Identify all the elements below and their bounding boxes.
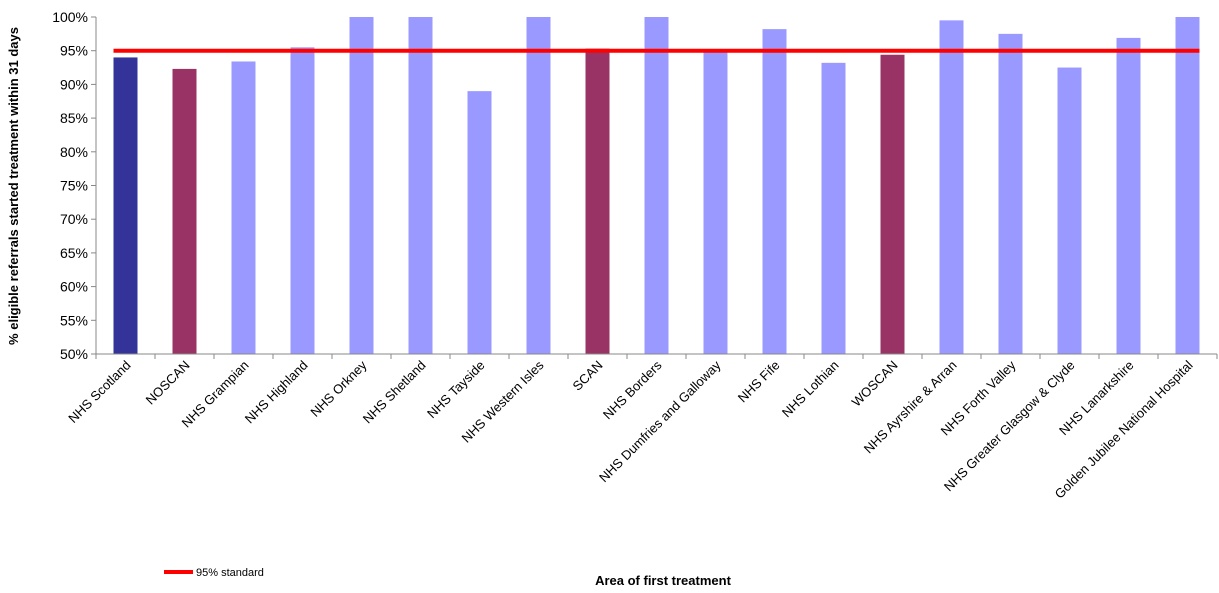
y-axis-title: % eligible referrals started treatment w… (6, 27, 21, 345)
x-category-label: NHS Fife (735, 358, 783, 406)
y-tick-label: 95% (60, 43, 88, 59)
bar (114, 57, 138, 354)
bar (999, 34, 1023, 354)
x-category-label: NOSCAN (143, 358, 193, 408)
y-tick-label: 75% (60, 178, 88, 194)
legend-label-standard: 95% standard (196, 567, 264, 579)
x-category-label: NHS Tayside (424, 358, 488, 422)
bar (527, 17, 551, 354)
bar (940, 20, 964, 354)
bar (409, 17, 433, 354)
x-category-label: SCAN (569, 358, 605, 394)
x-category-label: NHS Dumfries and Galloway (596, 357, 724, 485)
bar (1176, 17, 1200, 354)
x-category-label: NHS Highland (242, 358, 311, 427)
bar (232, 61, 256, 354)
y-tick-label: 70% (60, 211, 88, 227)
bar (881, 55, 905, 354)
y-tick-label: 55% (60, 312, 88, 328)
y-tick-label: 60% (60, 279, 88, 295)
y-tick-label: 80% (60, 144, 88, 160)
bar (1058, 68, 1082, 354)
y-tick-label: 65% (60, 245, 88, 261)
x-category-label: NHS Scotland (65, 358, 133, 426)
bar (350, 17, 374, 354)
bar (468, 91, 492, 354)
x-axis-title: Area of first treatment (595, 573, 731, 588)
bar (822, 63, 846, 354)
bar (291, 47, 315, 354)
x-category-label: NHS Lothian (779, 358, 842, 421)
bar (586, 49, 610, 354)
y-tick-label: 50% (60, 346, 88, 362)
bar (763, 29, 787, 354)
x-category-label: WOSCAN (849, 358, 901, 410)
y-tick-label: 85% (60, 110, 88, 126)
bar (173, 69, 197, 354)
bar (645, 17, 669, 354)
bars (114, 17, 1200, 354)
y-tick-label: 100% (52, 9, 88, 25)
x-category-label: NHS Shetland (360, 358, 429, 427)
bar (1117, 38, 1141, 354)
x-category-label: NHS Borders (600, 357, 665, 422)
y-axis-ticks: 50% 55% 60% 65% 70% 75% 80% 85% 90% 95% 100% (52, 9, 96, 362)
bar (704, 50, 728, 354)
y-tick-label: 90% (60, 76, 88, 92)
legend: 95% standard (164, 567, 264, 579)
x-category-label: NHS Orkney (307, 357, 370, 420)
